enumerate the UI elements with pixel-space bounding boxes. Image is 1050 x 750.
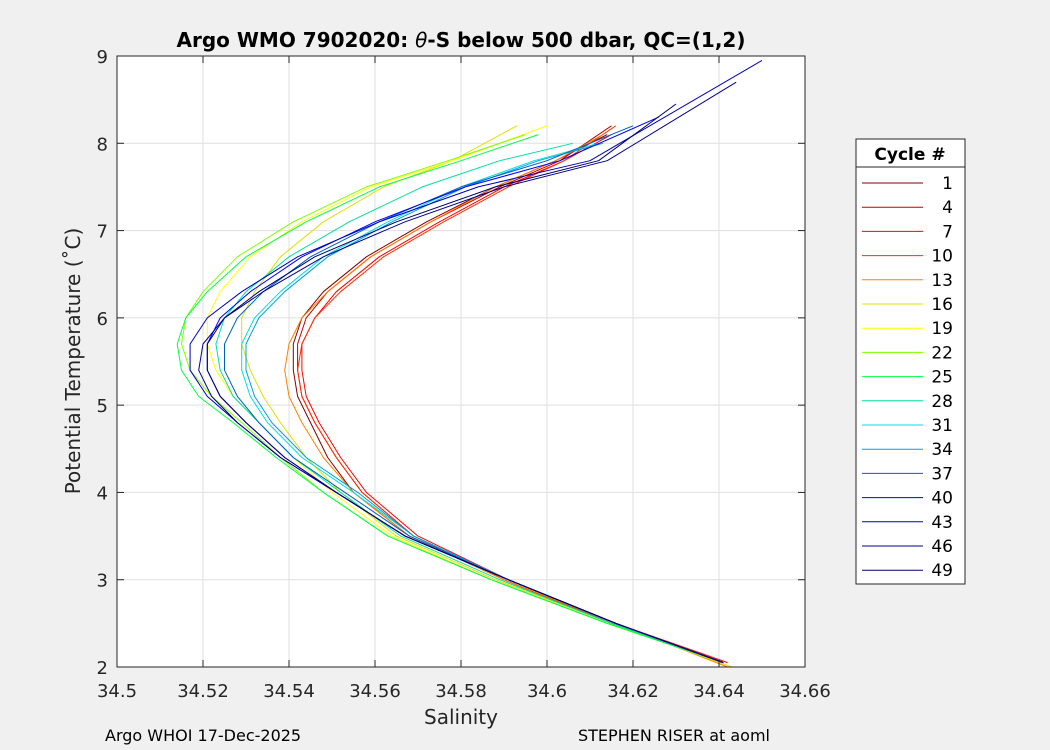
legend-label: 43 — [931, 513, 953, 533]
title-theta: θ — [415, 28, 427, 52]
y-axis-label: Potential Temperature (˚C) — [61, 228, 85, 495]
y-tick-label: 9 — [97, 47, 108, 68]
series-line-cycle-16 — [241, 125, 733, 668]
x-tick-label: 34.6 — [527, 681, 567, 702]
y-tick-label: 2 — [97, 658, 108, 679]
series-line-cycle-34 — [245, 142, 724, 664]
axis-ticks — [116, 55, 806, 668]
footer-credit: STEPHEN RISER at aoml — [578, 726, 770, 745]
title-post: -S below 500 dbar, QC=(1,2) — [427, 28, 745, 52]
legend-label: 7 — [942, 222, 953, 242]
series-line-cycle-49 — [206, 103, 724, 664]
legend-label: 46 — [931, 537, 953, 557]
legend-label: 28 — [931, 392, 953, 412]
chart-title: Argo WMO 7902020: θ-S below 500 dbar, QC… — [177, 28, 746, 52]
x-axis-label: Salinity — [424, 705, 498, 729]
x-tick-label: 34.52 — [177, 681, 229, 702]
x-tick-label: 34.64 — [693, 681, 745, 702]
legend-box — [855, 138, 966, 585]
legend-label: 19 — [931, 319, 953, 339]
legend-label: 10 — [931, 247, 953, 267]
y-tick-label: 8 — [97, 134, 108, 155]
legend-label: 40 — [931, 489, 953, 509]
legend-label: 25 — [931, 368, 953, 388]
x-tick-label: 34.62 — [607, 681, 659, 702]
legend-items: 1 4 7 10 13 16 19 22 25 28 31 34 37 40 43 46 49 — [862, 174, 953, 581]
legend-title: Cycle # — [874, 145, 945, 165]
series-line-cycle-19 — [206, 125, 724, 664]
series-line-cycle-28 — [215, 142, 724, 664]
legend: Cycle # 1 4 7 10 13 16 19 22 25 28 31 34 37 40 43 46 49 — [855, 138, 966, 585]
y-tick-label: 4 — [97, 483, 108, 504]
title-pre: Argo WMO 7902020: — [177, 28, 416, 52]
legend-label: 1 — [942, 174, 953, 194]
y-tick-label: 6 — [97, 309, 108, 330]
series-line-cycle-10 — [297, 125, 724, 664]
footer-source: Argo WHOI 17-Dec-2025 — [105, 726, 302, 745]
series-line-cycle-37 — [224, 125, 724, 664]
legend-label: 16 — [931, 295, 953, 315]
x-tick-label: 34.5 — [97, 681, 137, 702]
legend-label: 34 — [931, 440, 953, 460]
legend-label: 22 — [931, 343, 953, 363]
x-tick-label: 34.58 — [435, 681, 487, 702]
legend-label: 31 — [931, 416, 953, 436]
series-line-cycle-25 — [176, 134, 724, 664]
series-line-cycle-13 — [284, 134, 728, 668]
series-line-cycle-7 — [301, 134, 728, 664]
y-tick-label: 5 — [97, 396, 108, 417]
legend-label: 13 — [931, 271, 953, 291]
y-tick-labels: 2 3 4 5 6 7 8 9 — [97, 47, 108, 679]
x-tick-label: 34.54 — [263, 681, 315, 702]
legend-label: 4 — [942, 198, 953, 218]
legend-label: 49 — [931, 561, 953, 581]
series-lines — [176, 59, 763, 668]
x-tick-label: 34.56 — [349, 681, 401, 702]
legend-label: 37 — [931, 464, 953, 484]
x-tick-labels: 34.5 34.52 34.54 34.56 34.58 34.6 34.62 34.64 34… — [97, 681, 831, 702]
y-tick-label: 3 — [97, 571, 108, 592]
y-tick-label: 7 — [97, 222, 108, 243]
x-tick-label: 34.66 — [779, 681, 831, 702]
